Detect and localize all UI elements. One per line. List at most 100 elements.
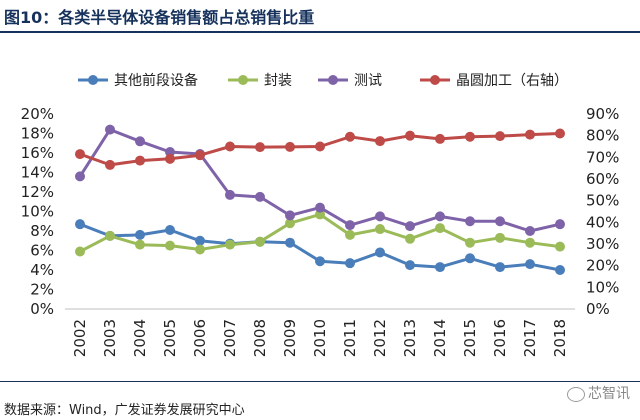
- data-point: [315, 141, 325, 152]
- y-right-tick-label: 70%: [586, 148, 619, 166]
- data-point: [225, 141, 235, 152]
- data-point: [495, 216, 505, 227]
- x-tick-label: 2013: [401, 319, 419, 357]
- data-point: [525, 226, 535, 236]
- data-point: [105, 124, 115, 135]
- x-tick-label: 2004: [131, 319, 149, 357]
- data-point: [555, 128, 565, 139]
- data-point: [165, 153, 175, 164]
- data-point: [375, 224, 385, 235]
- y-left-tick-label: 12%: [21, 183, 54, 201]
- x-tick-label: 2012: [371, 319, 389, 357]
- x-tick-label: 2016: [491, 319, 509, 357]
- y-left-tick-label: 20%: [21, 105, 54, 123]
- y-right-tick-label: 30%: [586, 235, 619, 253]
- data-point: [345, 258, 355, 269]
- data-point: [255, 142, 265, 153]
- legend-swatch-marker: [238, 75, 248, 85]
- data-point: [285, 218, 295, 229]
- watermark-text: 芯智讯: [588, 386, 630, 402]
- data-point: [435, 133, 445, 144]
- data-point: [135, 155, 145, 166]
- data-point: [465, 131, 475, 142]
- source-note: 数据来源：Wind，广发证券发展研究中心: [4, 403, 245, 418]
- data-point: [345, 229, 355, 240]
- y-left-tick-label: 0%: [30, 300, 54, 318]
- data-point: [255, 191, 265, 202]
- x-tick-label: 2010: [311, 319, 329, 357]
- data-point: [435, 223, 445, 234]
- x-tick-label: 2003: [101, 319, 119, 357]
- data-point: [75, 246, 85, 257]
- data-point: [285, 210, 295, 221]
- title-bar: 图10：各类半导体设备销售额占总销售比重: [0, 0, 640, 30]
- data-point: [135, 229, 145, 240]
- y-right-tick-label: 90%: [586, 105, 619, 123]
- watermark: 芯智讯: [567, 383, 630, 403]
- wechat-icon: [567, 386, 585, 402]
- y-left-tick-label: 8%: [30, 222, 54, 240]
- data-point: [525, 259, 535, 270]
- data-point: [405, 260, 415, 271]
- axes: 0%2%4%6%8%10%12%14%16%18%20%0%10%20%30%4…: [21, 105, 620, 357]
- y-right-tick-label: 20%: [586, 257, 619, 275]
- y-right-tick-label: 80%: [586, 127, 619, 145]
- legend-label: 测试: [354, 73, 382, 89]
- title-rule: [0, 31, 640, 33]
- legend-swatch-marker: [328, 75, 338, 85]
- data-point: [495, 232, 505, 243]
- data-point: [195, 244, 205, 255]
- data-point: [405, 221, 415, 232]
- data-point: [225, 189, 235, 200]
- y-right-tick-label: 10%: [586, 278, 619, 296]
- data-point: [555, 265, 565, 275]
- x-tick-label: 2015: [461, 319, 479, 357]
- data-point: [285, 141, 295, 152]
- x-tick-label: 2008: [251, 319, 269, 357]
- x-tick-label: 2006: [191, 319, 209, 357]
- y-left-tick-label: 4%: [30, 261, 54, 279]
- data-point: [195, 235, 205, 246]
- data-point: [495, 131, 505, 142]
- data-point: [345, 131, 355, 142]
- data-point: [375, 211, 385, 222]
- data-point: [345, 220, 355, 231]
- data-point: [465, 237, 475, 248]
- chart-title: 图10：各类半导体设备销售额占总销售比重: [4, 8, 315, 27]
- data-point: [555, 241, 565, 252]
- data-point: [195, 150, 205, 161]
- data-point: [375, 136, 385, 147]
- legend-swatch-marker: [88, 75, 98, 85]
- legend-label: 封装: [264, 73, 292, 89]
- x-tick-label: 2005: [161, 319, 179, 357]
- x-tick-label: 2017: [521, 319, 539, 357]
- y-right-tick-label: 40%: [586, 213, 619, 231]
- legend-label: 晶圆加工（右轴）: [456, 73, 568, 89]
- data-point: [405, 233, 415, 244]
- y-right-tick-label: 0%: [586, 300, 610, 318]
- legend-label: 其他前段设备: [114, 72, 198, 89]
- data-point: [465, 253, 475, 264]
- data-point: [75, 171, 85, 182]
- data-point: [75, 149, 85, 160]
- legend-swatch-marker: [430, 75, 440, 85]
- data-point: [135, 136, 145, 147]
- data-point: [255, 236, 265, 247]
- x-tick-label: 2018: [551, 319, 569, 357]
- x-tick-label: 2002: [71, 319, 89, 357]
- data-point: [375, 247, 385, 258]
- y-left-tick-label: 6%: [30, 242, 54, 260]
- data-point: [285, 237, 295, 248]
- legend: 其他前段设备 封装 测试 晶圆加工（右轴）: [78, 72, 568, 89]
- y-left-tick-label: 18%: [21, 125, 54, 143]
- x-tick-label: 2014: [431, 319, 449, 357]
- data-point: [105, 230, 115, 241]
- data-point: [555, 219, 565, 230]
- data-point: [75, 219, 85, 230]
- data-point: [405, 130, 415, 141]
- x-tick-label: 2011: [341, 319, 359, 357]
- chart-area: 其他前段设备 封装 测试 晶圆加工（右轴） 0%2%4%6%8%10%12%14%16…: [21, 72, 620, 357]
- y-right-tick-label: 60%: [586, 170, 619, 188]
- data-point: [225, 239, 235, 250]
- bottom-rule: [0, 381, 640, 382]
